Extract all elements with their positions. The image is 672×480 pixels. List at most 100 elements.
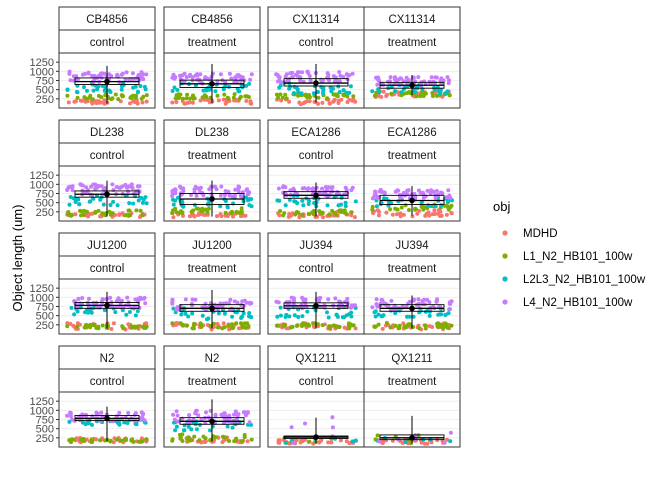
data-point [134, 208, 139, 213]
data-point [429, 75, 434, 80]
data-point [380, 190, 384, 194]
data-point [171, 202, 176, 207]
data-point [172, 417, 177, 422]
data-point [83, 310, 87, 315]
data-point [434, 299, 439, 304]
data-point [229, 211, 234, 216]
data-point [294, 323, 299, 328]
data-point [350, 185, 355, 190]
data-point [223, 80, 228, 84]
panel-DL238-treatment: DL238 treatment [163, 119, 261, 222]
data-point [306, 202, 311, 206]
data-point [227, 439, 231, 443]
data-point [65, 413, 70, 418]
data-point [412, 297, 416, 302]
data-point [225, 95, 230, 100]
data-point [283, 203, 288, 208]
data-point [305, 69, 310, 74]
data-point [201, 208, 205, 213]
y-tick-label: 750 [36, 189, 54, 201]
data-point [446, 207, 451, 212]
data-point [171, 208, 175, 213]
strip-condition-label: treatment [388, 376, 437, 388]
data-point [83, 71, 87, 76]
data-point [300, 324, 304, 328]
data-point [184, 96, 189, 101]
data-point [180, 200, 185, 205]
data-point [216, 98, 221, 103]
data-point [75, 305, 80, 310]
strip-condition-label: treatment [188, 150, 237, 162]
y-tick-label: 500 [36, 85, 54, 97]
data-point [124, 70, 129, 75]
data-point [403, 203, 408, 208]
data-point [380, 441, 385, 445]
data-point [171, 197, 175, 202]
data-point [370, 89, 375, 94]
data-point [98, 71, 103, 76]
data-point [377, 90, 382, 95]
strip-strain-label: JU394 [395, 240, 429, 252]
data-point [116, 185, 121, 190]
data-point [230, 425, 235, 430]
data-point [449, 211, 454, 216]
y-tick-label: 1000 [30, 292, 54, 304]
data-point [422, 90, 427, 95]
data-point [96, 326, 101, 331]
data-point [192, 321, 196, 326]
data-point [442, 324, 446, 329]
data-point [306, 322, 311, 327]
data-point [102, 98, 107, 103]
data-point [448, 439, 453, 444]
data-point [92, 322, 97, 327]
data-point [332, 97, 337, 102]
data-point [423, 323, 428, 328]
data-point [123, 182, 128, 187]
data-point [430, 212, 435, 217]
data-point [439, 322, 444, 327]
data-point [336, 101, 341, 105]
data-point [183, 297, 188, 302]
median-point [104, 302, 110, 309]
data-point [277, 78, 282, 83]
data-point [191, 96, 196, 101]
data-point [296, 210, 301, 215]
data-point [433, 204, 438, 209]
data-point [78, 98, 83, 103]
data-point [189, 193, 193, 197]
data-point [174, 322, 179, 327]
data-point [230, 322, 234, 327]
data-point [330, 185, 335, 190]
data-point [278, 83, 283, 88]
data-point [115, 437, 119, 442]
strip-condition-label: control [90, 150, 125, 162]
strip-strain-label: ECA1286 [387, 127, 436, 139]
data-point [192, 434, 197, 439]
y-tick-label: 1000 [30, 66, 54, 78]
data-point [138, 84, 143, 89]
data-point [283, 322, 288, 327]
data-point [191, 208, 196, 213]
median-point [313, 80, 319, 86]
data-point [421, 204, 426, 209]
data-point [417, 326, 422, 331]
data-point [436, 312, 441, 317]
data-point [111, 440, 116, 445]
data-point [376, 439, 381, 444]
data-point [380, 314, 385, 319]
data-point [249, 204, 254, 209]
y-tick-label: 250 [36, 320, 54, 332]
data-point [331, 323, 336, 328]
data-point [300, 186, 305, 191]
data-point [109, 73, 114, 78]
data-point [180, 439, 185, 443]
data-point [141, 296, 146, 301]
data-point [343, 200, 348, 205]
data-point [68, 78, 73, 83]
data-point [69, 305, 74, 310]
data-point [108, 203, 113, 207]
data-point [439, 312, 444, 317]
data-point [311, 186, 316, 191]
data-point [171, 412, 176, 417]
